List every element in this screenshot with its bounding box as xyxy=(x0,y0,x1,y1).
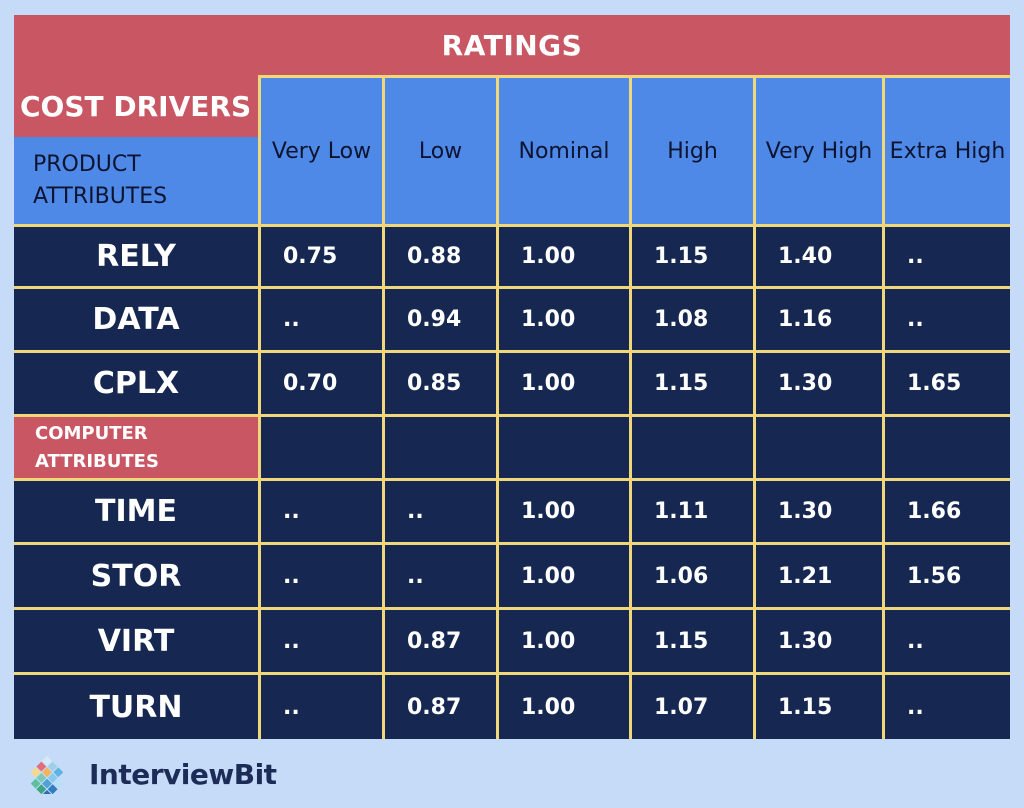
row-label-rely: RELY xyxy=(14,227,258,286)
table-cell: 1.40 xyxy=(756,227,882,286)
table-cell: .. xyxy=(385,481,496,542)
table-cell: 1.15 xyxy=(632,227,753,286)
table-cell: .. xyxy=(261,481,382,542)
table-cell xyxy=(261,417,382,478)
column-header-low: Low xyxy=(385,78,496,224)
table-cell: 0.85 xyxy=(385,353,496,414)
computer-attributes-label: COMPUTER ATTRIBUTES xyxy=(14,417,258,478)
row-label-stor: STOR xyxy=(14,545,258,607)
table-cell: 1.16 xyxy=(756,289,882,350)
table-cell: 1.65 xyxy=(885,353,1010,414)
row-label-cplx: CPLX xyxy=(14,353,258,414)
table-cell xyxy=(499,417,629,478)
table-cell: 1.15 xyxy=(632,610,753,672)
product-attributes-label: PRODUCT ATTRIBUTES xyxy=(14,137,258,224)
column-header-very-low: Very Low xyxy=(261,78,382,224)
column-header-high: High xyxy=(632,78,753,224)
table-cell: 1.00 xyxy=(499,353,629,414)
table-cell: 1.56 xyxy=(885,545,1010,607)
row-label-data: DATA xyxy=(14,289,258,350)
table-cell: .. xyxy=(885,289,1010,350)
table-cell: 1.30 xyxy=(756,353,882,414)
table-cell: 1.07 xyxy=(632,675,753,739)
table-cell: .. xyxy=(261,610,382,672)
table-cell: .. xyxy=(261,675,382,739)
table-cell: .. xyxy=(261,545,382,607)
interviewbit-logo: InterviewBit xyxy=(15,752,277,796)
table-cell: 1.21 xyxy=(756,545,882,607)
table-cell xyxy=(756,417,882,478)
table-cell: 0.88 xyxy=(385,227,496,286)
table-cell: 0.94 xyxy=(385,289,496,350)
column-header-very-high: Very High xyxy=(756,78,882,224)
table-cell xyxy=(885,417,1010,478)
table-cell: 1.08 xyxy=(632,289,753,350)
table-cell: 1.30 xyxy=(756,610,882,672)
row-label-turn: TURN xyxy=(14,675,258,739)
table-cell: 1.11 xyxy=(632,481,753,542)
table-cell: .. xyxy=(885,227,1010,286)
row-label-virt: VIRT xyxy=(14,610,258,672)
table-cell: 1.00 xyxy=(499,289,629,350)
table-cell: 1.15 xyxy=(632,353,753,414)
table-cell: .. xyxy=(885,675,1010,739)
table-cell: .. xyxy=(261,289,382,350)
table-cell: 0.75 xyxy=(261,227,382,286)
table-cell: 1.66 xyxy=(885,481,1010,542)
logo-text: InterviewBit xyxy=(89,757,277,791)
table-cell: 1.00 xyxy=(499,545,629,607)
table-cell: 1.30 xyxy=(756,481,882,542)
row-label-time: TIME xyxy=(14,481,258,542)
table-cell: 0.87 xyxy=(385,675,496,739)
table-cell: .. xyxy=(885,610,1010,672)
cost-drivers-table: RATINGS COST DRIVERS PRODUCT ATTRIBUTES … xyxy=(14,15,1010,739)
column-header-nominal: Nominal xyxy=(499,78,629,224)
table-cell: 1.00 xyxy=(499,675,629,739)
table-cell: 1.15 xyxy=(756,675,882,739)
table-cell xyxy=(632,417,753,478)
table-cell: 0.70 xyxy=(261,353,382,414)
table-cell: .. xyxy=(385,545,496,607)
table-cell: 1.00 xyxy=(499,610,629,672)
cost-drivers-header: COST DRIVERS xyxy=(14,75,258,137)
ratings-header: RATINGS xyxy=(14,15,1010,75)
table-cell: 1.00 xyxy=(499,481,629,542)
table-cell xyxy=(385,417,496,478)
diamond-grid-icon xyxy=(30,756,64,794)
column-header-extra-high: Extra High xyxy=(885,78,1010,224)
table-cell: 1.00 xyxy=(499,227,629,286)
table-cell: 0.87 xyxy=(385,610,496,672)
table-cell: 1.06 xyxy=(632,545,753,607)
